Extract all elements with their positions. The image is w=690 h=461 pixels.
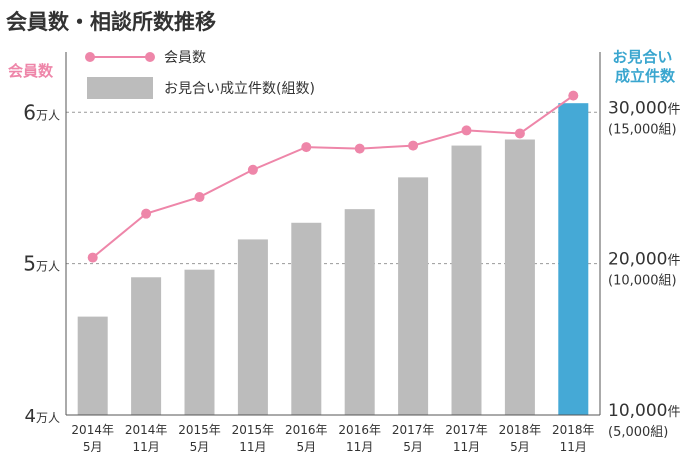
left-axis-label: 会員数 xyxy=(8,62,54,80)
bar xyxy=(77,316,108,415)
left-tick-label: 6万人 xyxy=(23,100,60,124)
line-series xyxy=(87,90,579,263)
left-tick-label: 5万人 xyxy=(23,252,60,276)
bar xyxy=(184,269,215,415)
right-tick-unit: 件 xyxy=(667,405,680,420)
x-tick-year: 2017年 xyxy=(392,423,435,437)
legend-bar-label: お見合い成立件数(組数) xyxy=(164,81,315,97)
x-tick-year: 2015年 xyxy=(232,423,275,437)
right-tick-sublabel: (15,000組) xyxy=(608,122,677,137)
left-tick-number: 5 xyxy=(23,252,36,276)
line-point xyxy=(247,164,258,175)
legend-line-marker-right xyxy=(145,52,155,62)
right-tick-label: 20,000件 xyxy=(608,250,681,270)
right-tick-label: 10,000件 xyxy=(608,401,681,421)
line-point xyxy=(408,140,419,151)
legend: 会員数 お見合い成立件数(組数) xyxy=(85,50,315,99)
bar xyxy=(291,222,322,415)
right-tick-number: 30,000 xyxy=(608,98,667,118)
right-tick-unit: 件 xyxy=(667,102,680,117)
bar xyxy=(237,239,268,415)
left-tick-label: 4万人 xyxy=(25,406,60,427)
legend-line-label: 会員数 xyxy=(164,50,206,66)
x-tick-month: 5月 xyxy=(403,440,423,454)
y-tick-labels: 6万人5万人4万人30,000件(15,000組)20,000件(10,000組… xyxy=(23,98,680,440)
chart-title: 会員数・相談所数推移 xyxy=(6,10,216,34)
x-tick-month: 5月 xyxy=(83,440,103,454)
x-tick-month: 11月 xyxy=(132,440,159,454)
x-tick-year: 2018年 xyxy=(552,423,595,437)
line-point xyxy=(461,125,472,136)
right-tick-sublabel: (10,000組) xyxy=(608,274,677,289)
x-tick-year: 2016年 xyxy=(285,423,328,437)
right-tick-number: 10,000 xyxy=(608,401,667,421)
x-tick-labels: 2014年 5月 2014年 11月 2015年 5月 2015年 11月 2016年 5月 201… xyxy=(71,423,594,454)
right-axis-label-line-2: 成立件数 xyxy=(615,67,676,85)
left-tick-unit: 万人 xyxy=(36,260,60,274)
member-count-line xyxy=(92,94,574,259)
x-tick-year: 2018年 xyxy=(499,423,542,437)
bar xyxy=(131,277,162,415)
x-tick-year: 2017年 xyxy=(445,423,488,437)
left-tick-unit: 万人 xyxy=(36,108,60,122)
axes xyxy=(65,52,601,416)
bar xyxy=(504,139,535,415)
line-point xyxy=(354,143,365,154)
line-point xyxy=(194,192,205,203)
right-tick-sublabel: (5,000組) xyxy=(608,425,668,440)
right-axis-label: お見合い 成立件数 xyxy=(612,48,677,85)
x-tick-month: 11月 xyxy=(453,440,480,454)
bar xyxy=(558,103,589,415)
line-point xyxy=(568,90,579,101)
x-tick-month: 11月 xyxy=(239,440,266,454)
x-tick-month: 5月 xyxy=(190,440,210,454)
x-tick-year: 2014年 xyxy=(125,423,168,437)
left-tick-number: 4 xyxy=(25,406,36,427)
left-tick-unit: 万人 xyxy=(36,411,60,425)
line-point xyxy=(87,252,98,263)
bar xyxy=(451,145,482,415)
legend-bar-swatch xyxy=(87,77,153,99)
right-axis-label-line-1: お見合い xyxy=(612,48,672,66)
line-point xyxy=(141,208,152,219)
legend-line-marker-left xyxy=(85,52,95,62)
line-point xyxy=(514,128,525,139)
right-tick-number: 20,000 xyxy=(608,250,667,270)
x-tick-month: 11月 xyxy=(560,440,587,454)
line-point xyxy=(301,142,312,153)
x-tick-month: 11月 xyxy=(346,440,373,454)
right-tick-unit: 件 xyxy=(667,254,680,269)
x-tick-month: 5月 xyxy=(510,440,530,454)
bar xyxy=(344,209,375,415)
x-tick-year: 2016年 xyxy=(338,423,381,437)
left-tick-number: 6 xyxy=(23,100,36,124)
right-tick-label: 30,000件 xyxy=(608,98,681,118)
x-tick-year: 2014年 xyxy=(71,423,114,437)
bar xyxy=(398,177,429,415)
x-tick-year: 2015年 xyxy=(178,423,221,437)
bar-series xyxy=(77,103,589,415)
x-tick-month: 5月 xyxy=(296,440,316,454)
